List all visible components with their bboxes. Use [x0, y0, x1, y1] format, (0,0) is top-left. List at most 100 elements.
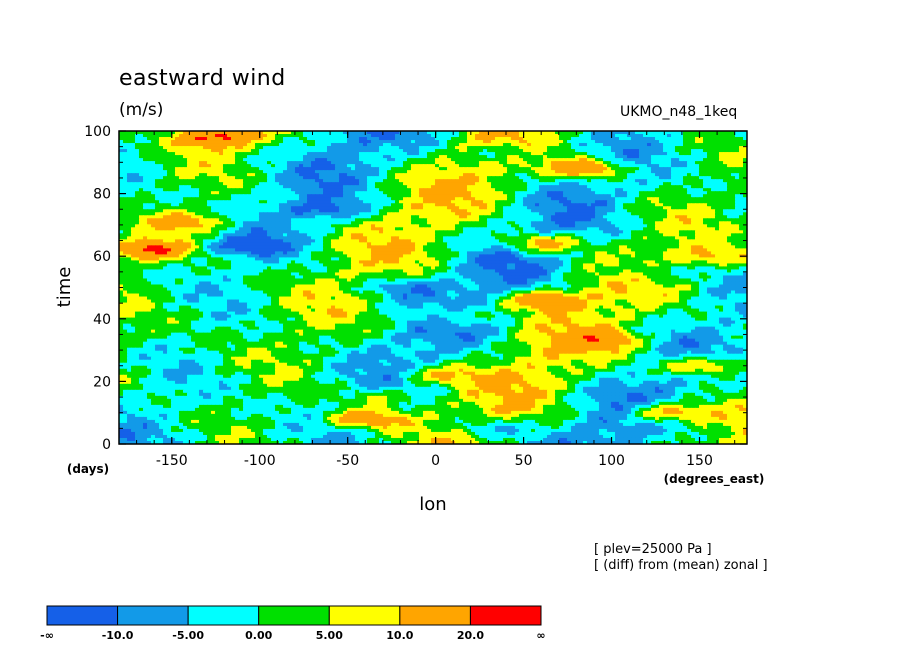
field-cell [603, 224, 608, 228]
field-cell [447, 200, 452, 204]
field-cell [615, 137, 620, 141]
field-cell [487, 188, 492, 192]
field-cell [199, 146, 204, 150]
field-cell [211, 140, 216, 144]
field-cell [155, 182, 160, 186]
field-cell [651, 218, 656, 222]
field-cell [631, 188, 636, 192]
field-cell [267, 203, 272, 207]
field-cell [647, 161, 652, 165]
field-cell [131, 134, 136, 138]
field-cell [375, 206, 380, 210]
field-cell [239, 173, 244, 177]
field-cell [699, 218, 704, 222]
field-cell [207, 209, 212, 213]
field-cell [419, 143, 424, 147]
field-cell [659, 179, 664, 183]
field-cell [251, 215, 256, 219]
field-cell [199, 188, 204, 192]
field-cell [699, 131, 704, 135]
field-cell [259, 194, 264, 198]
field-cell [135, 188, 140, 192]
field-cell [383, 155, 388, 159]
field-cell [327, 149, 332, 153]
field-cell [607, 179, 612, 183]
field-cell [507, 152, 512, 156]
field-cell [363, 209, 368, 213]
field-cell [379, 155, 384, 159]
field-cell [439, 185, 444, 189]
field-cell [499, 137, 504, 141]
field-cell [419, 140, 424, 144]
field-cell [159, 143, 164, 147]
field-cell [243, 164, 248, 168]
field-cell [251, 170, 256, 174]
field-cell [583, 155, 588, 159]
field-cell [507, 215, 512, 219]
field-cell [635, 206, 640, 210]
field-cell [547, 164, 552, 168]
field-cell [179, 179, 184, 183]
field-cell [563, 203, 568, 207]
field-cell [287, 146, 292, 150]
field-cell [515, 134, 520, 138]
field-cell [415, 146, 420, 150]
field-cell [523, 221, 528, 225]
field-cell [507, 185, 512, 189]
field-cell [227, 197, 232, 201]
field-cell [143, 188, 148, 192]
field-cell [215, 152, 220, 156]
field-cell [675, 152, 680, 156]
field-cell [327, 146, 332, 150]
field-cell [319, 161, 324, 165]
field-cell [123, 224, 128, 228]
field-cell [455, 161, 460, 165]
field-cell [163, 152, 168, 156]
field-cell [307, 218, 312, 222]
field-cell [387, 155, 392, 159]
field-cell [435, 170, 440, 174]
field-cell [559, 149, 564, 153]
field-cell [523, 155, 528, 159]
field-cell [139, 191, 144, 195]
field-cell [559, 182, 564, 186]
field-cell [419, 194, 424, 198]
field-cell [355, 158, 360, 162]
field-cell [635, 185, 640, 189]
field-cell [667, 179, 672, 183]
field-cell [215, 161, 220, 165]
field-cell [615, 209, 620, 213]
field-cell [607, 173, 612, 177]
field-cell [247, 155, 252, 159]
field-cell [463, 218, 468, 222]
field-cell [663, 134, 668, 138]
field-cell [547, 191, 552, 195]
field-cell [327, 134, 332, 138]
field-cell [591, 194, 596, 198]
field-cell [455, 218, 460, 222]
field-cell [575, 152, 580, 156]
field-cell [203, 188, 208, 192]
field-cell [139, 161, 144, 165]
field-cell [535, 197, 540, 201]
field-cell [639, 146, 644, 150]
field-cell [167, 182, 172, 186]
field-cell [427, 197, 432, 201]
field-cell [195, 140, 200, 144]
field-cell [319, 194, 324, 198]
field-cell [675, 140, 680, 144]
field-cell [591, 221, 596, 225]
field-cell [323, 200, 328, 204]
field-cell [391, 185, 396, 189]
field-cell [703, 194, 708, 198]
field-cell [219, 158, 224, 162]
field-cell [219, 161, 224, 165]
field-cell [639, 194, 644, 198]
field-cell [371, 131, 376, 135]
field-cell [423, 140, 428, 144]
field-cell [683, 164, 688, 168]
field-cell [479, 167, 484, 171]
field-cell [447, 212, 452, 216]
field-cell [439, 179, 444, 183]
field-cell [467, 146, 472, 150]
